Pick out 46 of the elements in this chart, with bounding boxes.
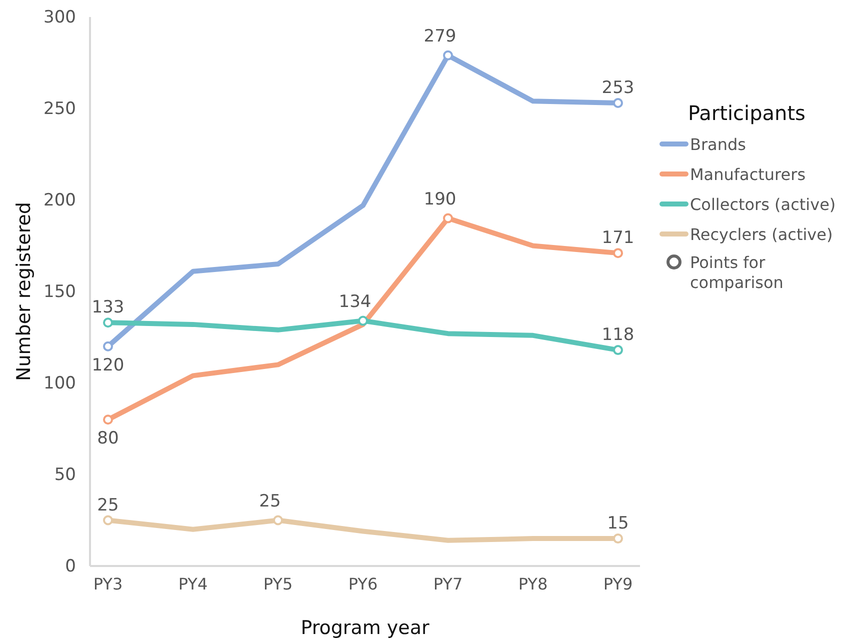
legend-label: Manufacturers	[690, 165, 806, 184]
x-tick-label: PY5	[263, 574, 293, 594]
point	[103, 341, 113, 352]
legend-title: Participants	[688, 101, 806, 125]
point	[613, 98, 623, 108]
point	[103, 515, 113, 526]
x-tick-label: PY6	[348, 574, 378, 594]
point	[103, 414, 113, 425]
point	[613, 248, 623, 258]
y-tick-label: 100	[44, 373, 76, 394]
y-tick-label: 300	[44, 7, 76, 28]
point	[103, 318, 113, 328]
x-tick-label: PY9	[603, 574, 633, 594]
point	[613, 534, 623, 544]
y-tick-label: 150	[44, 282, 76, 302]
point	[443, 50, 453, 60]
point	[613, 345, 623, 356]
y-tick-label: 0	[65, 556, 76, 576]
data-label: 15	[607, 514, 629, 534]
data-label: 134	[338, 292, 372, 312]
y-tick-label: 250	[44, 98, 76, 119]
x-tick-label: PY3	[93, 574, 123, 594]
point	[358, 316, 368, 326]
data-label: 171	[602, 228, 634, 248]
x-axis-title: Program year	[300, 617, 430, 639]
data-label: 120	[92, 355, 124, 376]
data-label: 133	[92, 298, 124, 318]
data-label: 279	[424, 26, 456, 46]
legend-label: Brands	[690, 135, 746, 154]
point	[273, 515, 283, 526]
x-tick-label: PY8	[518, 574, 548, 594]
x-tick-label: PY4	[178, 574, 208, 594]
y-axis-title: Number registered	[13, 202, 35, 381]
y-tick-label: 200	[44, 190, 76, 210]
text: Points for comparison	[690, 253, 784, 292]
y-tick-label: 50	[54, 464, 76, 485]
data-label: 253	[602, 78, 634, 98]
data-label: 25	[97, 495, 119, 516]
data-label: 190	[424, 189, 456, 210]
data-label: 118	[602, 325, 634, 346]
legend-label: Collectors (active)	[690, 195, 836, 214]
x-tick-label: PY7	[433, 574, 463, 594]
legend-label: Recyclers (active)	[690, 225, 833, 244]
data-label: 25	[259, 491, 281, 512]
point	[443, 213, 453, 224]
data-label: 80	[97, 428, 119, 449]
